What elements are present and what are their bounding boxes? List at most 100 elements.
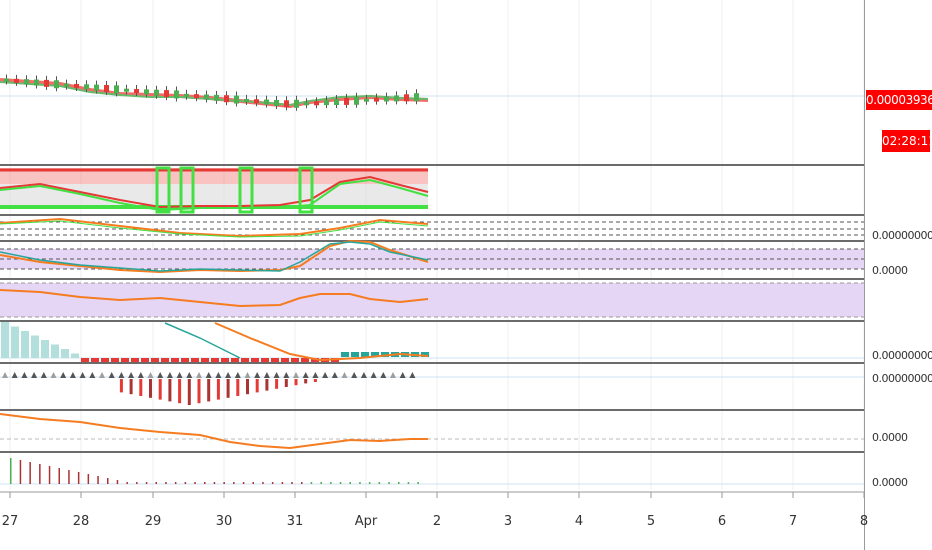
candle — [54, 80, 59, 89]
bar-down-icon — [178, 379, 182, 404]
thin-bar — [126, 482, 128, 484]
candle — [44, 79, 49, 87]
candle — [164, 90, 169, 98]
thin-bar — [233, 482, 235, 484]
thin-bar — [368, 482, 371, 484]
bar-down-icon — [158, 379, 162, 400]
bar-up-icon — [351, 372, 358, 378]
bar-up-icon — [69, 372, 76, 378]
candle — [284, 100, 289, 108]
date-label: 28 — [72, 514, 90, 529]
candle — [264, 99, 269, 105]
chart-canvas[interactable] — [0, 0, 864, 550]
thin-bar — [48, 466, 51, 484]
histogram-bar — [281, 358, 289, 362]
candle — [404, 94, 409, 102]
thin-bar — [213, 482, 216, 484]
candle — [154, 89, 159, 96]
histogram-bar — [261, 358, 269, 362]
thin-bar — [204, 482, 206, 484]
thin-bars-pane — [0, 458, 864, 485]
thin-bar — [388, 482, 390, 484]
thin-bar — [359, 482, 361, 484]
candle — [234, 95, 239, 104]
pane-price-label: 0.00000000 — [872, 349, 932, 362]
date-label: 6 — [717, 514, 727, 529]
thin-bar — [145, 482, 148, 484]
bar-up-icon — [147, 372, 154, 378]
bar-up-icon — [128, 372, 135, 378]
candle — [364, 98, 369, 102]
histogram-pane — [0, 322, 864, 362]
histogram-bar — [291, 358, 299, 362]
bar-up-icon — [166, 372, 173, 378]
bar-down-icon — [304, 379, 308, 384]
bar-up-icon — [331, 372, 338, 378]
thin-bar — [107, 478, 109, 484]
time-gridlines — [9, 0, 864, 490]
bar-up-icon — [186, 372, 193, 378]
candle — [414, 93, 419, 102]
bar-up-icon — [215, 372, 222, 378]
bar-down-icon — [246, 379, 249, 395]
bar-down-icon — [226, 379, 230, 398]
bar-up-icon — [205, 372, 212, 378]
bar-down-icon — [216, 379, 220, 400]
thin-bar — [77, 472, 80, 484]
date-label: 8 — [859, 514, 869, 529]
price-candles — [4, 74, 419, 111]
date-label: 29 — [144, 514, 162, 529]
price-axis[interactable] — [864, 0, 932, 550]
candle — [24, 79, 29, 85]
thin-bar — [281, 482, 284, 484]
pane-price-label: 0.0000 — [872, 431, 908, 444]
histogram-bar — [91, 358, 99, 362]
thin-bar — [58, 468, 60, 484]
bar-up-icon — [283, 372, 290, 378]
candle — [184, 93, 189, 97]
candle — [34, 79, 39, 86]
histogram-bar — [11, 326, 19, 358]
bar-up-icon — [118, 372, 125, 378]
bar-down-icon — [275, 379, 279, 389]
bar-down-icon — [207, 379, 211, 402]
rsi-pane — [0, 282, 864, 318]
candle — [244, 98, 249, 102]
candle — [394, 95, 399, 102]
bar-up-icon — [293, 372, 299, 378]
histogram-bar — [201, 358, 209, 362]
bar-up-icon — [157, 372, 164, 378]
histogram-bar — [211, 358, 219, 362]
bar-up-icon — [399, 372, 406, 378]
oscillator-pane-2 — [0, 239, 864, 274]
date-label: 31 — [286, 514, 304, 529]
candle — [354, 96, 359, 105]
bar-up-icon — [380, 372, 387, 378]
bar-down-icon — [187, 379, 191, 405]
thin-bar — [174, 482, 177, 484]
histogram-bar — [191, 358, 199, 362]
histogram-bar — [421, 352, 429, 357]
candle — [374, 97, 379, 102]
thin-bar — [39, 464, 41, 484]
thin-bar — [252, 482, 254, 484]
histogram-bar — [181, 358, 189, 362]
bar-down-icon — [168, 379, 172, 402]
bar-up-icon — [11, 372, 18, 378]
pane-price-label: 0.0000 — [872, 264, 908, 277]
pane-price-label: 0.00000000 — [872, 229, 932, 242]
bar-up-icon — [273, 372, 280, 378]
oscillator-pane-1 — [0, 217, 864, 238]
thin-bar — [291, 482, 293, 484]
candle — [4, 78, 9, 82]
date-label: Apr — [354, 514, 378, 529]
histogram-bar — [231, 358, 239, 362]
candle — [254, 99, 259, 104]
candle — [224, 95, 229, 103]
histogram-bar — [41, 340, 49, 358]
bar-up-icon — [40, 372, 47, 378]
bar-down-icon — [236, 379, 240, 396]
candle — [214, 94, 219, 101]
bar-up-icon — [2, 372, 8, 378]
date-label: 30 — [215, 514, 233, 529]
